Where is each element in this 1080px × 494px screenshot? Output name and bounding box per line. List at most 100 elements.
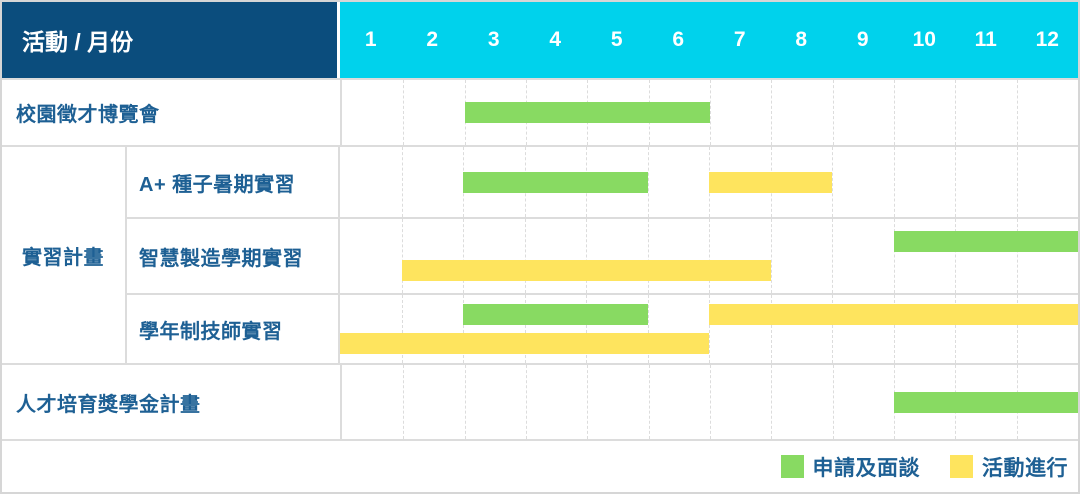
month-grid-line [463,219,464,293]
chart-cell [338,147,1078,217]
month-grid-line [770,295,772,363]
bar-line [340,171,1078,193]
month-grid-line [647,147,649,217]
month-header-cell: 8 [795,28,808,51]
legend-item-activity-ongoing: 活動進行 [950,452,1068,482]
apply-interview-bar [893,231,1078,252]
month-grid-line [1016,80,1018,145]
month-grid-line [401,147,403,217]
month-grid-line [524,295,526,363]
month-grid-line [832,147,833,217]
legend: 申請及面談 活動進行 [2,439,1078,492]
row-label: 校園徵才博覽會 [2,80,340,145]
row-label-text: 智慧製造學期實習 [139,247,303,270]
month-grid-line [955,147,956,217]
month-header-cell: 3 [487,28,500,51]
month-grid-line [526,365,527,439]
month-grid-line [955,295,956,363]
month-header-cell: 11 [974,28,997,51]
chart-cell [340,365,1078,439]
apply-interview-bar [464,102,710,123]
row-label: A+ 種子暑期實習 [125,147,338,217]
bar-line [340,260,1078,281]
month-grid-line [893,147,895,217]
month-grid-line [832,365,834,439]
group-label-text: 實習計畫 [22,246,104,269]
row-label-text: 人才培育獎學金計畫 [16,393,201,416]
apply-interview-bar [894,391,1078,413]
bar-line [340,333,1078,354]
month-header-cell: 7 [733,28,746,51]
month-grid-line [771,80,773,145]
table-title: 活動 / 月份 [22,29,134,55]
month-grid-line [710,80,711,145]
table-header-row: 活動 / 月份 1 2 3 4 5 6 7 8 9 10 11 12 [2,2,1078,78]
month-grid-line [463,295,464,363]
row-label: 學年制技師實習 [125,295,338,363]
month-grid-line [832,80,834,145]
month-header-cell: 4 [549,28,562,51]
month-grid-line [771,365,773,439]
month-grid-line [710,365,711,439]
chart-cell [338,219,1078,293]
activity-ongoing-swatch-icon [950,455,973,478]
month-grid-line [586,219,587,293]
month-grid-line [401,219,403,293]
legend-label: 申請及面談 [812,456,920,480]
legend-label: 活動進行 [982,456,1068,480]
row-label-text: A+ 種子暑期實習 [139,173,296,196]
internship-program-group: 實習計畫 A+ 種子暑期實習 智慧製造學期實習 學年制技師實習 [2,145,1078,363]
month-grid-line [1016,219,1018,293]
row-label-text: 學年制技師實習 [139,320,283,343]
month-grid-line [832,219,833,293]
month-grid-line [403,80,405,145]
chart-cell [340,80,1078,145]
group-rows: A+ 種子暑期實習 智慧製造學期實習 學年制技師實習 [125,147,1078,363]
month-grid-line [955,219,956,293]
month-header-cell: 2 [426,28,439,51]
header-corner-cell: 活動 / 月份 [2,2,340,78]
month-header-cell: 10 [912,28,936,51]
month-grid-line [832,295,833,363]
month-grid-line [1016,147,1018,217]
month-grid-line [709,219,710,293]
apply-interview-swatch-icon [780,455,804,478]
month-grid-line [587,365,589,439]
month-grid-line [955,80,957,145]
month-header-cell: 1 [364,28,377,51]
month-grid-line [401,295,403,363]
month-grid-line [770,219,772,293]
row-academic-year-technician-internship: 學年制技師實習 [125,293,1078,363]
month-grid-line [647,219,649,293]
activity-ongoing-bar [709,171,832,193]
month-header-cell: 6 [672,28,685,51]
month-grid-line [893,295,895,363]
month-grid-line [586,295,587,363]
activity-ongoing-bar [709,304,1078,325]
month-grid-line [648,365,650,439]
bar-line [342,102,1078,123]
apply-interview-bar [463,304,648,325]
activity-ongoing-bar [401,260,771,281]
row-campus-recruitment-fair: 校園徵才博覽會 [2,78,1078,145]
month-grid-line [464,365,466,439]
row-label: 人才培育獎學金計畫 [2,365,340,439]
month-grid-line [403,365,405,439]
month-header-cell: 9 [856,28,869,51]
month-grid-line [1016,295,1018,363]
row-label: 智慧製造學期實習 [125,219,338,293]
apply-interview-bar [463,171,648,193]
chart-cell [338,295,1078,363]
month-header-cell: 5 [610,28,623,51]
row-talent-scholarship-program: 人才培育獎學金計畫 [2,363,1078,439]
month-header-cell: 12 [1035,28,1059,51]
group-label-cell: 實習計畫 [2,147,125,363]
row-aplus-seed-summer-internship: A+ 種子暑期實習 [125,147,1078,217]
bar-line [342,391,1078,413]
legend-item-apply-interview: 申請及面談 [780,452,921,482]
bar-line [340,231,1078,252]
month-header: 1 2 3 4 5 6 7 8 9 10 11 12 [340,2,1078,78]
bar-line [340,304,1078,325]
month-grid-line [647,295,649,363]
month-grid-line [893,219,895,293]
